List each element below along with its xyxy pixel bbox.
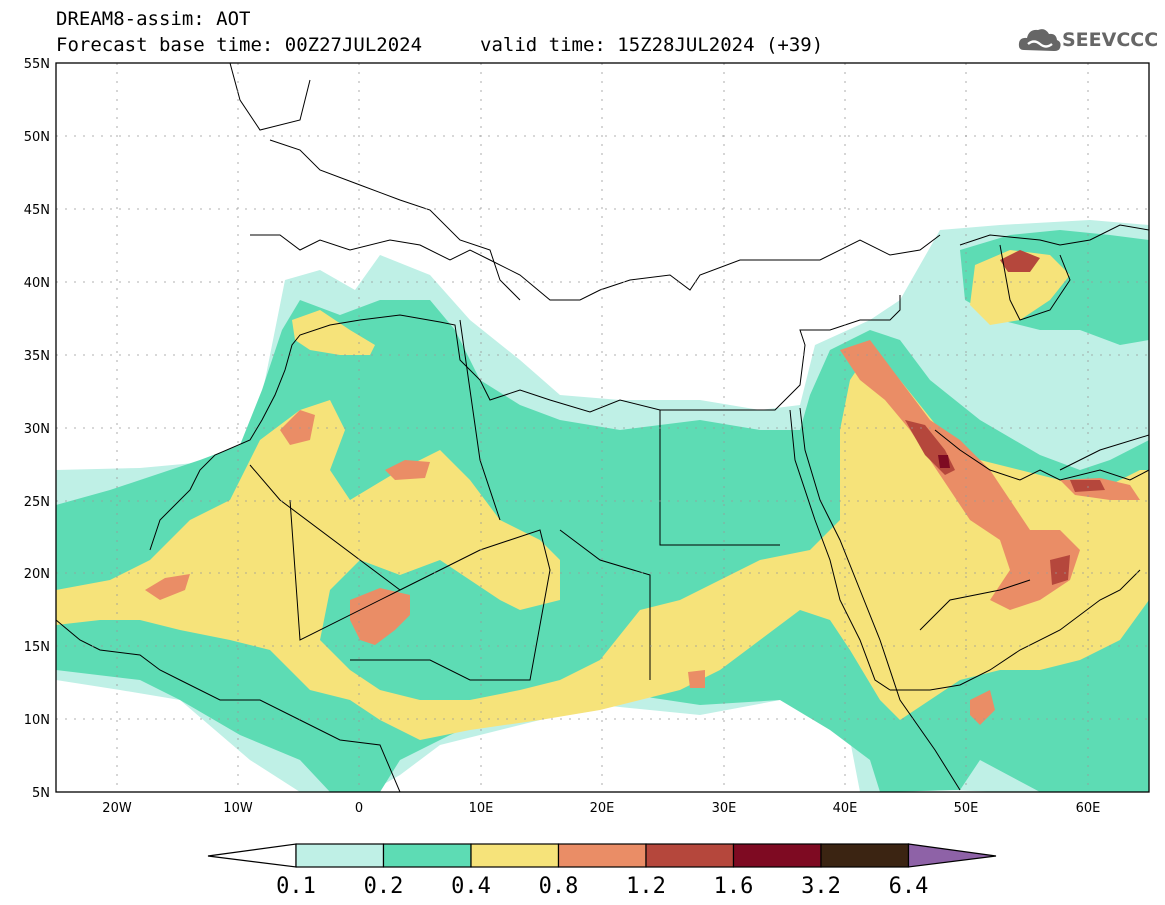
colorbar-segment-below bbox=[207, 843, 297, 868]
aot-contours bbox=[56, 63, 1149, 792]
colorbar-label: 1.6 bbox=[714, 874, 754, 899]
aot-field-0.8-sahara bbox=[350, 588, 410, 645]
aot-field-0.8-arabia bbox=[840, 340, 1080, 610]
aot-field-1.2-caspian bbox=[1000, 250, 1040, 272]
lat-label: 25N bbox=[24, 495, 50, 510]
lat-label: 30N bbox=[24, 422, 50, 437]
colorbar-segment bbox=[470, 843, 560, 868]
colorbar-label: 3.2 bbox=[801, 874, 841, 899]
map-title: DREAM8-assim: AOT bbox=[56, 8, 251, 30]
lat-label: 10N bbox=[24, 713, 50, 728]
lat-label: 45N bbox=[24, 203, 50, 218]
aot-field-0.8-atlas bbox=[280, 410, 315, 445]
lon-label: 60E bbox=[1076, 801, 1101, 816]
coastlines bbox=[56, 63, 1149, 792]
lat-label: 15N bbox=[24, 640, 50, 655]
aot-field-0.8-somalia bbox=[970, 690, 995, 725]
map-frame bbox=[55, 62, 1150, 793]
colorbar-segment bbox=[645, 843, 735, 868]
colorbar-segment bbox=[557, 843, 647, 868]
forecast-base-time: Forecast base time: 00Z27JUL2024 bbox=[56, 34, 423, 56]
colorbar-label: 6.4 bbox=[889, 874, 929, 899]
lon-label: 10E bbox=[469, 801, 494, 816]
aot-field-0.4 bbox=[56, 350, 1149, 740]
aot-field-0.4-morocco bbox=[292, 310, 375, 355]
lon-label: 40E bbox=[833, 801, 858, 816]
aot-field-0.4-caspian bbox=[970, 250, 1070, 325]
lon-label: 10W bbox=[223, 801, 253, 816]
colorbar-label: 0.4 bbox=[451, 874, 491, 899]
cloud-logo-icon bbox=[1018, 29, 1061, 51]
aot-field-1.2-oman bbox=[1070, 480, 1105, 492]
lat-label: 40N bbox=[24, 276, 50, 291]
aot-field-1.6-core bbox=[938, 455, 950, 468]
colorbar-label: 0.1 bbox=[276, 874, 316, 899]
seevccc-logo: SEEVCCC bbox=[1018, 24, 1158, 56]
logo-text: SEEVCCC bbox=[1062, 29, 1159, 51]
lat-label: 50N bbox=[24, 130, 50, 145]
aot-field-1.2-arabia bbox=[1050, 555, 1070, 585]
lon-label: 50E bbox=[954, 801, 979, 816]
lat-label: 35N bbox=[24, 349, 50, 364]
colorbar-label: 1.2 bbox=[626, 874, 666, 899]
aot-field-0.8-algeria bbox=[385, 460, 430, 480]
colorbar-segment bbox=[382, 843, 472, 868]
colorbar-label: 0.2 bbox=[364, 874, 404, 899]
lat-label: 20N bbox=[24, 567, 50, 582]
aot-field-0.8-mauritania bbox=[145, 574, 190, 600]
lon-label: 20W bbox=[102, 801, 132, 816]
lon-label: 20E bbox=[590, 801, 615, 816]
lon-label: 30E bbox=[712, 801, 737, 816]
longitude-axis: 20W 10W 0 10E 20E 30E 40E 50E 60E bbox=[102, 801, 1100, 816]
colorbar-label: 0.8 bbox=[539, 874, 579, 899]
latitude-axis: 55N 50N 45N 40N 35N 30N 25N 20N 15N 10N … bbox=[24, 57, 50, 801]
colorbar-segment bbox=[732, 843, 822, 868]
lon-label: 0 bbox=[355, 801, 363, 816]
lat-label: 55N bbox=[24, 57, 50, 72]
aot-field-0.8-chad bbox=[688, 670, 705, 688]
colorbar-labels: 0.1 0.2 0.4 0.8 1.2 1.6 3.2 6.4 bbox=[276, 874, 928, 899]
gridlines bbox=[56, 63, 1149, 792]
colorbar bbox=[207, 843, 997, 868]
lat-label: 5N bbox=[32, 786, 50, 801]
colorbar-segment bbox=[820, 843, 910, 868]
colorbar-segment bbox=[295, 843, 385, 868]
colorbar-segment-above bbox=[907, 843, 997, 868]
valid-time: valid time: 15Z28JUL2024 (+39) bbox=[480, 34, 824, 56]
